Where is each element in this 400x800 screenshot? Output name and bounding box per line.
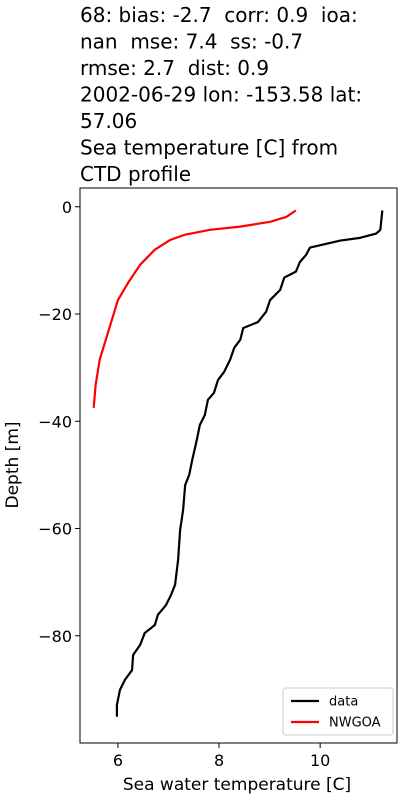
chart-title: 68: bias: -2.7 corr: 0.9 ioa: <box>80 3 358 27</box>
data-line <box>115 210 384 717</box>
legend-box <box>282 687 394 736</box>
chart-title: CTD profile <box>80 162 191 186</box>
chart-title: Sea temperature [C] from <box>80 136 338 160</box>
x-tick-label: 6 <box>113 751 123 770</box>
chart-title: rmse: 2.7 dist: 0.9 <box>80 56 269 80</box>
chart-title: 2002-06-29 lon: -153.58 lat: <box>80 83 362 107</box>
y-tick-label: −60 <box>38 520 72 539</box>
data-line <box>92 209 297 408</box>
y-axis-label: Depth [m] <box>3 421 23 508</box>
y-tick-label: 0 <box>62 198 72 217</box>
x-tick-label: 10 <box>310 751 330 770</box>
legend-label: data <box>329 695 358 710</box>
chart-title: nan mse: 7.4 ss: -0.7 <box>80 30 303 54</box>
y-tick-label: −40 <box>38 412 72 431</box>
plot-frame <box>79 187 398 744</box>
x-axis-label: Sea water temperature [C] <box>123 775 351 795</box>
legend: data NWGOA <box>282 687 394 736</box>
x-tick-label: 8 <box>214 751 224 770</box>
y-tick-label: −80 <box>38 627 72 646</box>
legend-label: NWGOA <box>329 716 381 731</box>
y-tick-label: −20 <box>38 305 72 324</box>
chart-title: 57.06 <box>80 109 137 133</box>
